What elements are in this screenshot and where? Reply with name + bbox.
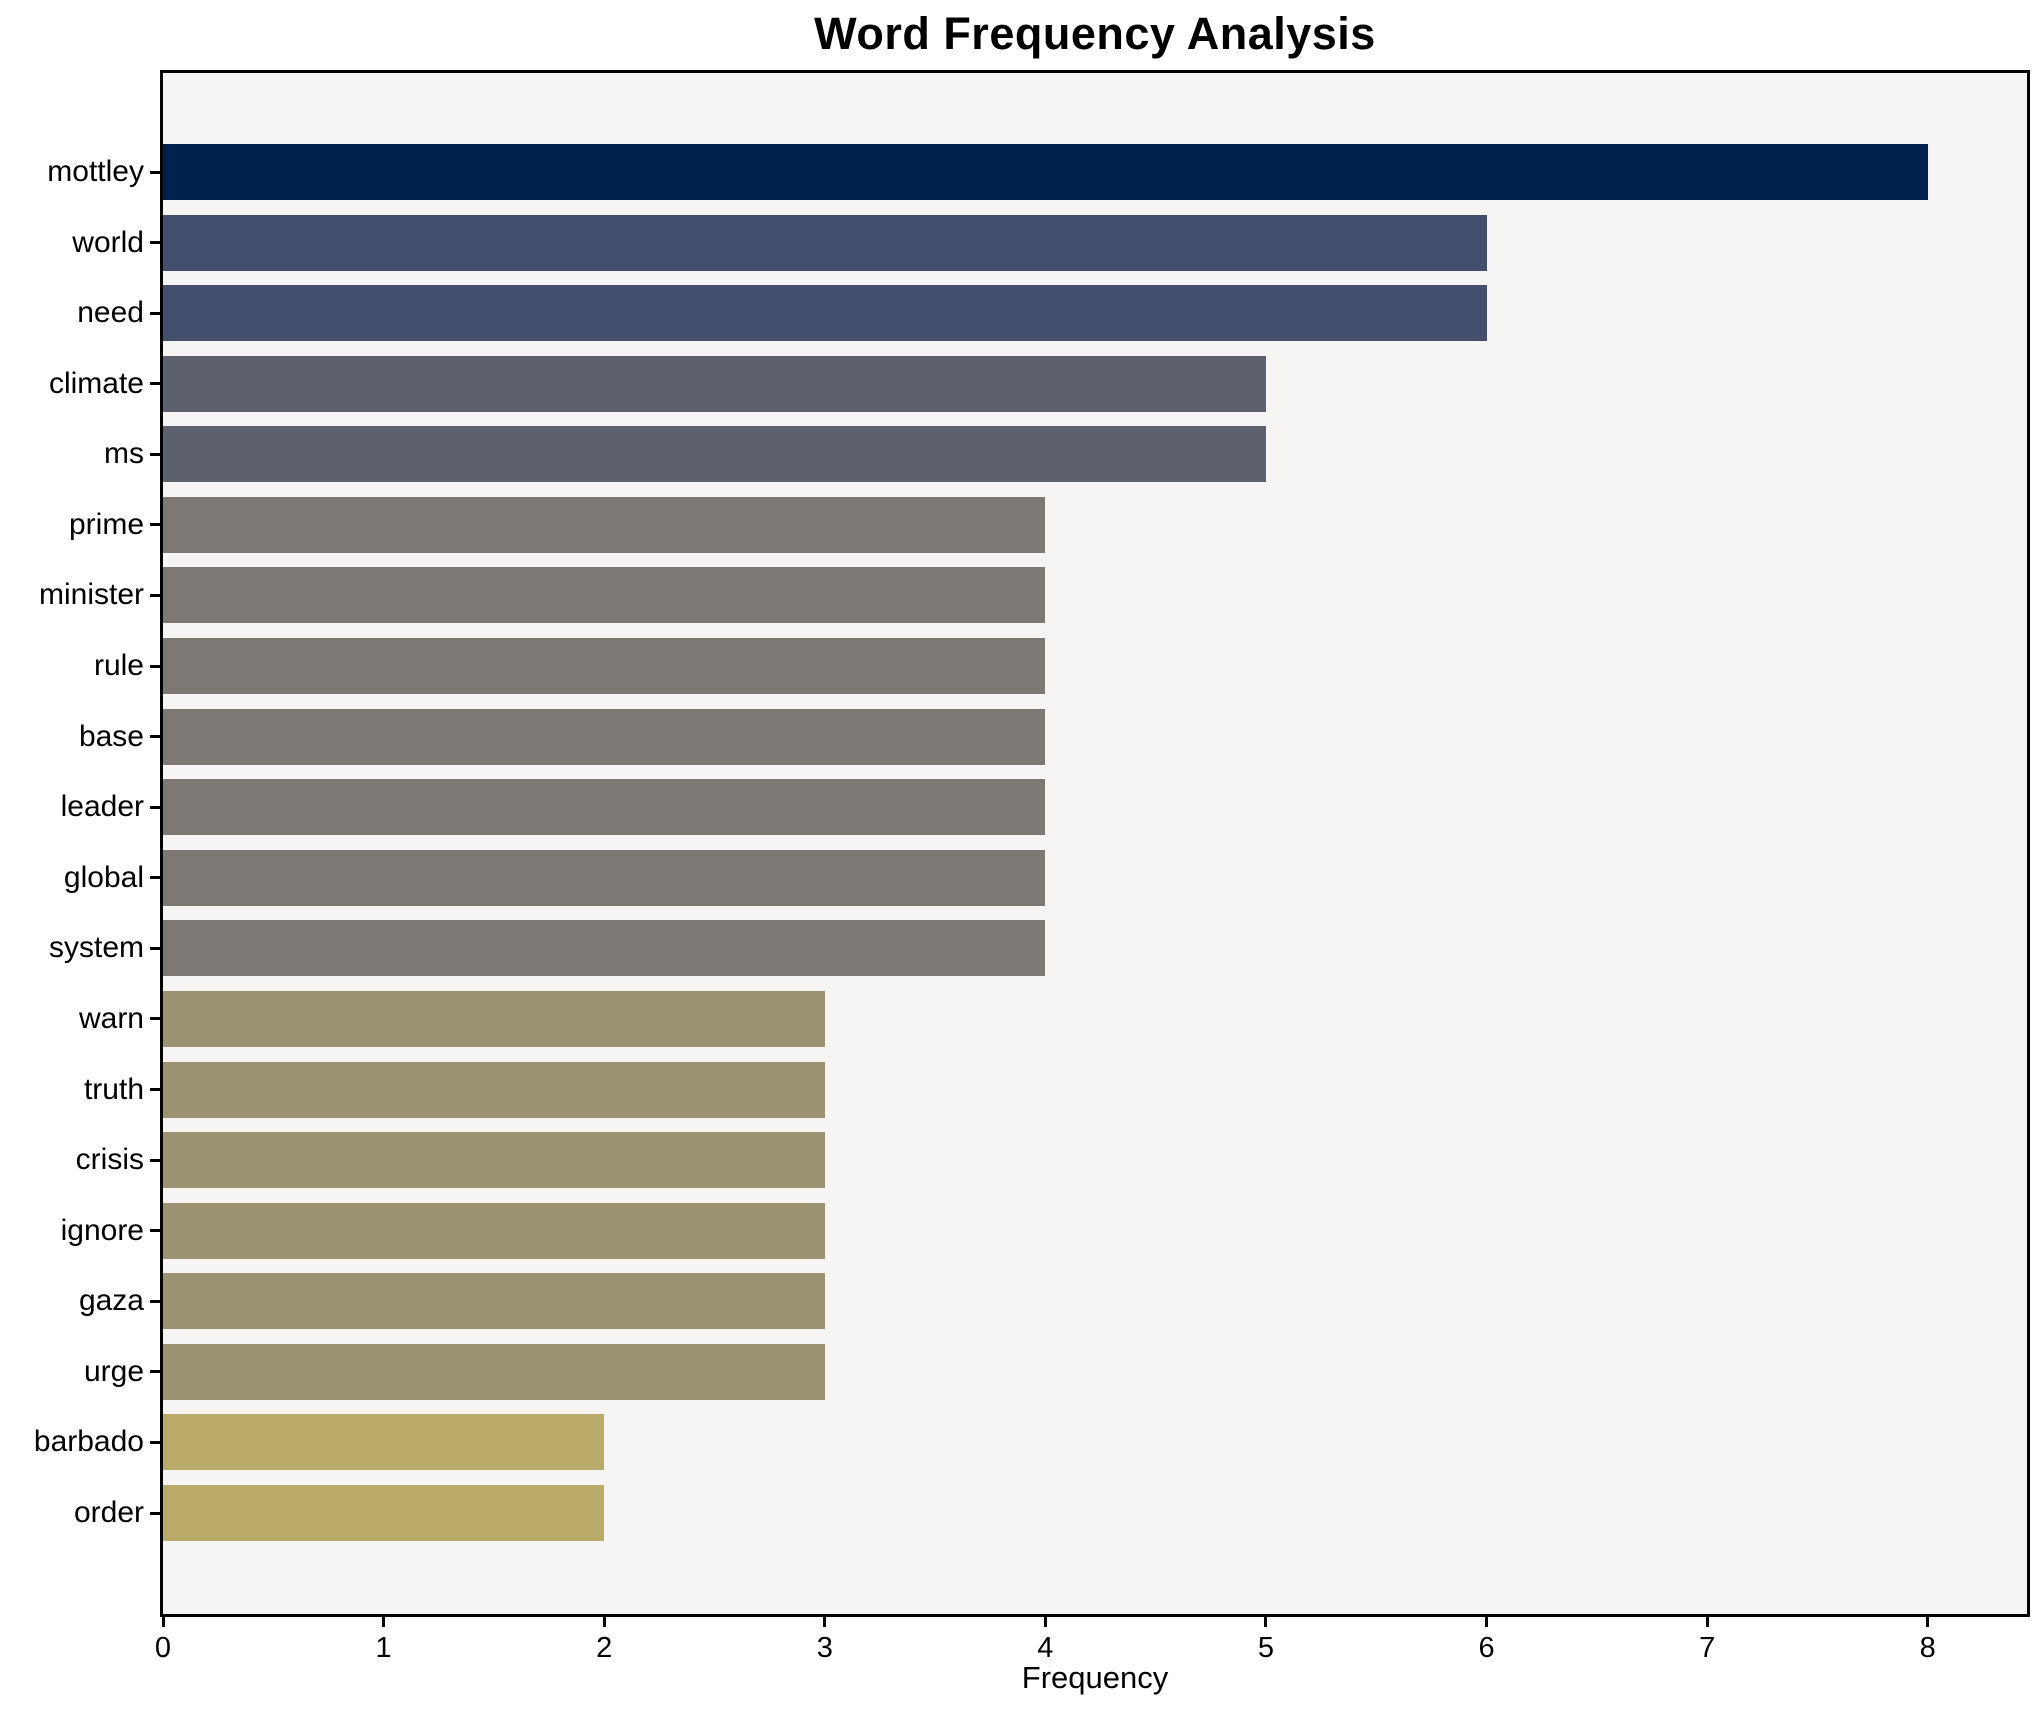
y-tick-label-ignore: ignore xyxy=(60,1213,144,1247)
chart-title: Word Frequency Analysis xyxy=(814,8,1376,59)
y-tick-world xyxy=(150,241,160,245)
y-tick-climate xyxy=(150,382,160,386)
bar-gaza xyxy=(163,1273,825,1330)
y-tick-label-mottley: mottley xyxy=(47,155,144,188)
y-tick-label-global: global xyxy=(63,860,144,894)
y-tick-label-system: system xyxy=(48,931,144,965)
y-tick-label-climate: climate xyxy=(48,366,144,400)
y-tick-system xyxy=(150,946,160,950)
bar-ms xyxy=(163,426,1266,483)
bar-ignore xyxy=(163,1202,825,1259)
bar-leader xyxy=(163,779,1046,836)
x-tick-8 xyxy=(1926,1617,1930,1627)
y-tick-label-need: need xyxy=(77,296,144,330)
x-tick-7 xyxy=(1705,1617,1709,1627)
bar-rule xyxy=(163,638,1046,695)
bar-climate xyxy=(163,355,1266,412)
x-tick-label-3: 3 xyxy=(816,1632,833,1664)
bar-urge xyxy=(163,1343,825,1400)
y-tick-label-gaza: gaza xyxy=(78,1284,144,1318)
x-tick-label-4: 4 xyxy=(1037,1632,1054,1664)
y-tick-label-barbado: barbado xyxy=(33,1425,144,1459)
y-tick-label-leader: leader xyxy=(60,790,144,824)
x-tick-label-1: 1 xyxy=(375,1632,392,1664)
y-tick-label-truth: truth xyxy=(83,1072,144,1106)
plot-area xyxy=(160,70,2030,1617)
x-tick-5 xyxy=(1264,1617,1268,1627)
y-tick-rule xyxy=(150,664,160,668)
y-tick-ignore xyxy=(150,1229,160,1233)
y-tick-label-rule: rule xyxy=(93,649,144,683)
x-tick-label-2: 2 xyxy=(596,1632,613,1664)
x-tick-label-6: 6 xyxy=(1478,1632,1495,1664)
bar-mottley xyxy=(163,144,1928,200)
y-tick-warn xyxy=(150,1017,160,1021)
x-tick-label-0: 0 xyxy=(154,1632,172,1664)
y-tick-crisis xyxy=(150,1158,160,1162)
y-tick-label-urge: urge xyxy=(83,1354,144,1388)
bar-minister xyxy=(163,567,1046,624)
bar-crisis xyxy=(163,1132,825,1189)
x-axis-title: Frequency xyxy=(1021,1660,1169,1695)
y-tick-label-prime: prime xyxy=(68,507,144,541)
y-tick-label-ms: ms xyxy=(104,437,144,471)
bar-barbado xyxy=(163,1414,605,1471)
bar-base xyxy=(163,708,1046,765)
y-tick-urge xyxy=(150,1370,160,1374)
y-tick-ms xyxy=(150,452,160,456)
y-tick-label-world: world xyxy=(72,225,144,259)
bar-truth xyxy=(163,1061,825,1118)
bar-system xyxy=(163,920,1046,977)
x-tick-label-8: 8 xyxy=(1919,1632,1936,1664)
x-tick-6 xyxy=(1485,1617,1489,1627)
y-tick-global xyxy=(150,876,160,880)
bar-warn xyxy=(163,990,825,1047)
y-tick-truth xyxy=(150,1088,160,1092)
y-tick-label-crisis: crisis xyxy=(75,1143,144,1177)
bar-world xyxy=(163,214,1487,271)
x-tick-label-5: 5 xyxy=(1257,1632,1275,1664)
y-tick-need xyxy=(150,311,160,315)
y-tick-order xyxy=(150,1511,160,1515)
x-tick-1 xyxy=(382,1617,386,1627)
bar-need xyxy=(163,285,1487,342)
y-tick-prime xyxy=(150,523,160,527)
y-tick-base xyxy=(150,735,160,739)
x-tick-3 xyxy=(823,1617,827,1627)
y-tick-barbado xyxy=(150,1440,160,1444)
y-tick-label-warn: warn xyxy=(78,1001,144,1035)
x-tick-label-7: 7 xyxy=(1699,1632,1716,1664)
y-tick-leader xyxy=(150,805,160,809)
x-tick-0 xyxy=(161,1617,165,1627)
y-tick-label-minister: minister xyxy=(38,578,144,612)
y-tick-mottley xyxy=(150,170,160,174)
y-tick-minister xyxy=(150,593,160,597)
x-tick-2 xyxy=(602,1617,606,1627)
x-tick-4 xyxy=(1043,1617,1047,1627)
bar-order xyxy=(163,1485,605,1542)
bar-prime xyxy=(163,496,1046,553)
y-tick-gaza xyxy=(150,1299,160,1303)
y-tick-label-order: order xyxy=(73,1496,144,1530)
bar-global xyxy=(163,849,1046,906)
y-tick-label-base: base xyxy=(78,719,144,753)
